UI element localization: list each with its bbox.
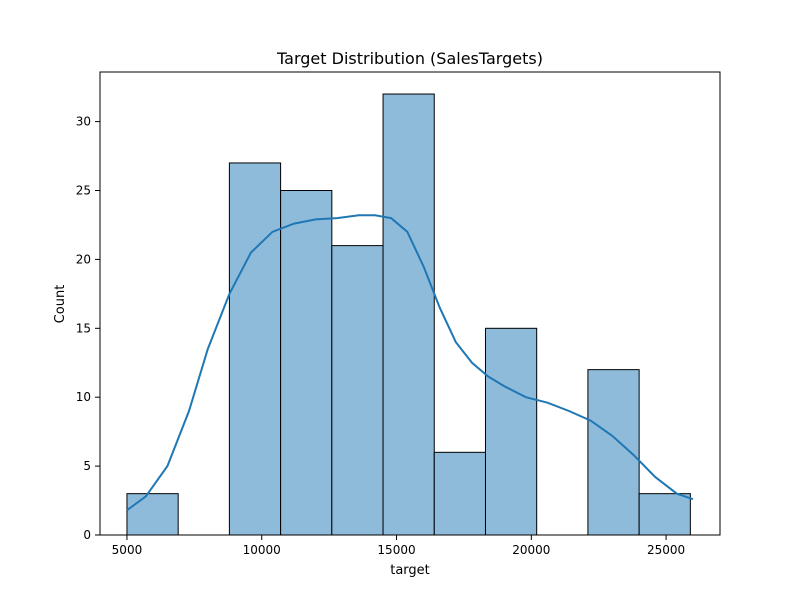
x-axis-ticks: 5000 10000 15000 20000 25000: [112, 535, 685, 557]
x-tick-label: 10000: [243, 543, 281, 557]
y-tick-label: 25: [76, 184, 91, 198]
y-tick-label: 10: [76, 390, 91, 404]
x-tick-label: 15000: [377, 543, 415, 557]
x-tick-label: 25000: [647, 543, 685, 557]
x-tick-label: 5000: [112, 543, 143, 557]
histogram-bar-4: [331, 245, 384, 536]
y-tick-label: 0: [83, 528, 91, 542]
x-axis-label: target: [390, 563, 430, 578]
y-tick-label: 20: [76, 252, 91, 266]
x-tick-label: 20000: [512, 543, 550, 557]
kde-layer: [126, 214, 694, 512]
chart-title: Target Distribution (SalesTargets): [276, 49, 543, 68]
plot-frame: [99, 71, 721, 536]
histogram-bar-10: [638, 493, 691, 536]
bars-layer: [126, 93, 691, 536]
histogram-bar-0: [126, 493, 179, 536]
histogram-bar-5: [382, 93, 435, 536]
y-tick-label: 5: [83, 459, 91, 473]
histogram-bar-2: [228, 162, 282, 536]
y-axis-ticks: 0 5 10 15 20 25 30: [76, 115, 100, 542]
y-tick-label: 30: [76, 115, 91, 129]
y-tick-label: 15: [76, 321, 91, 335]
histogram-bar-7: [484, 327, 538, 536]
kde-line: [126, 214, 694, 512]
y-axis-label: Count: [53, 285, 68, 324]
histogram-bar-3: [280, 190, 333, 536]
histogram-bar-6: [433, 451, 486, 536]
